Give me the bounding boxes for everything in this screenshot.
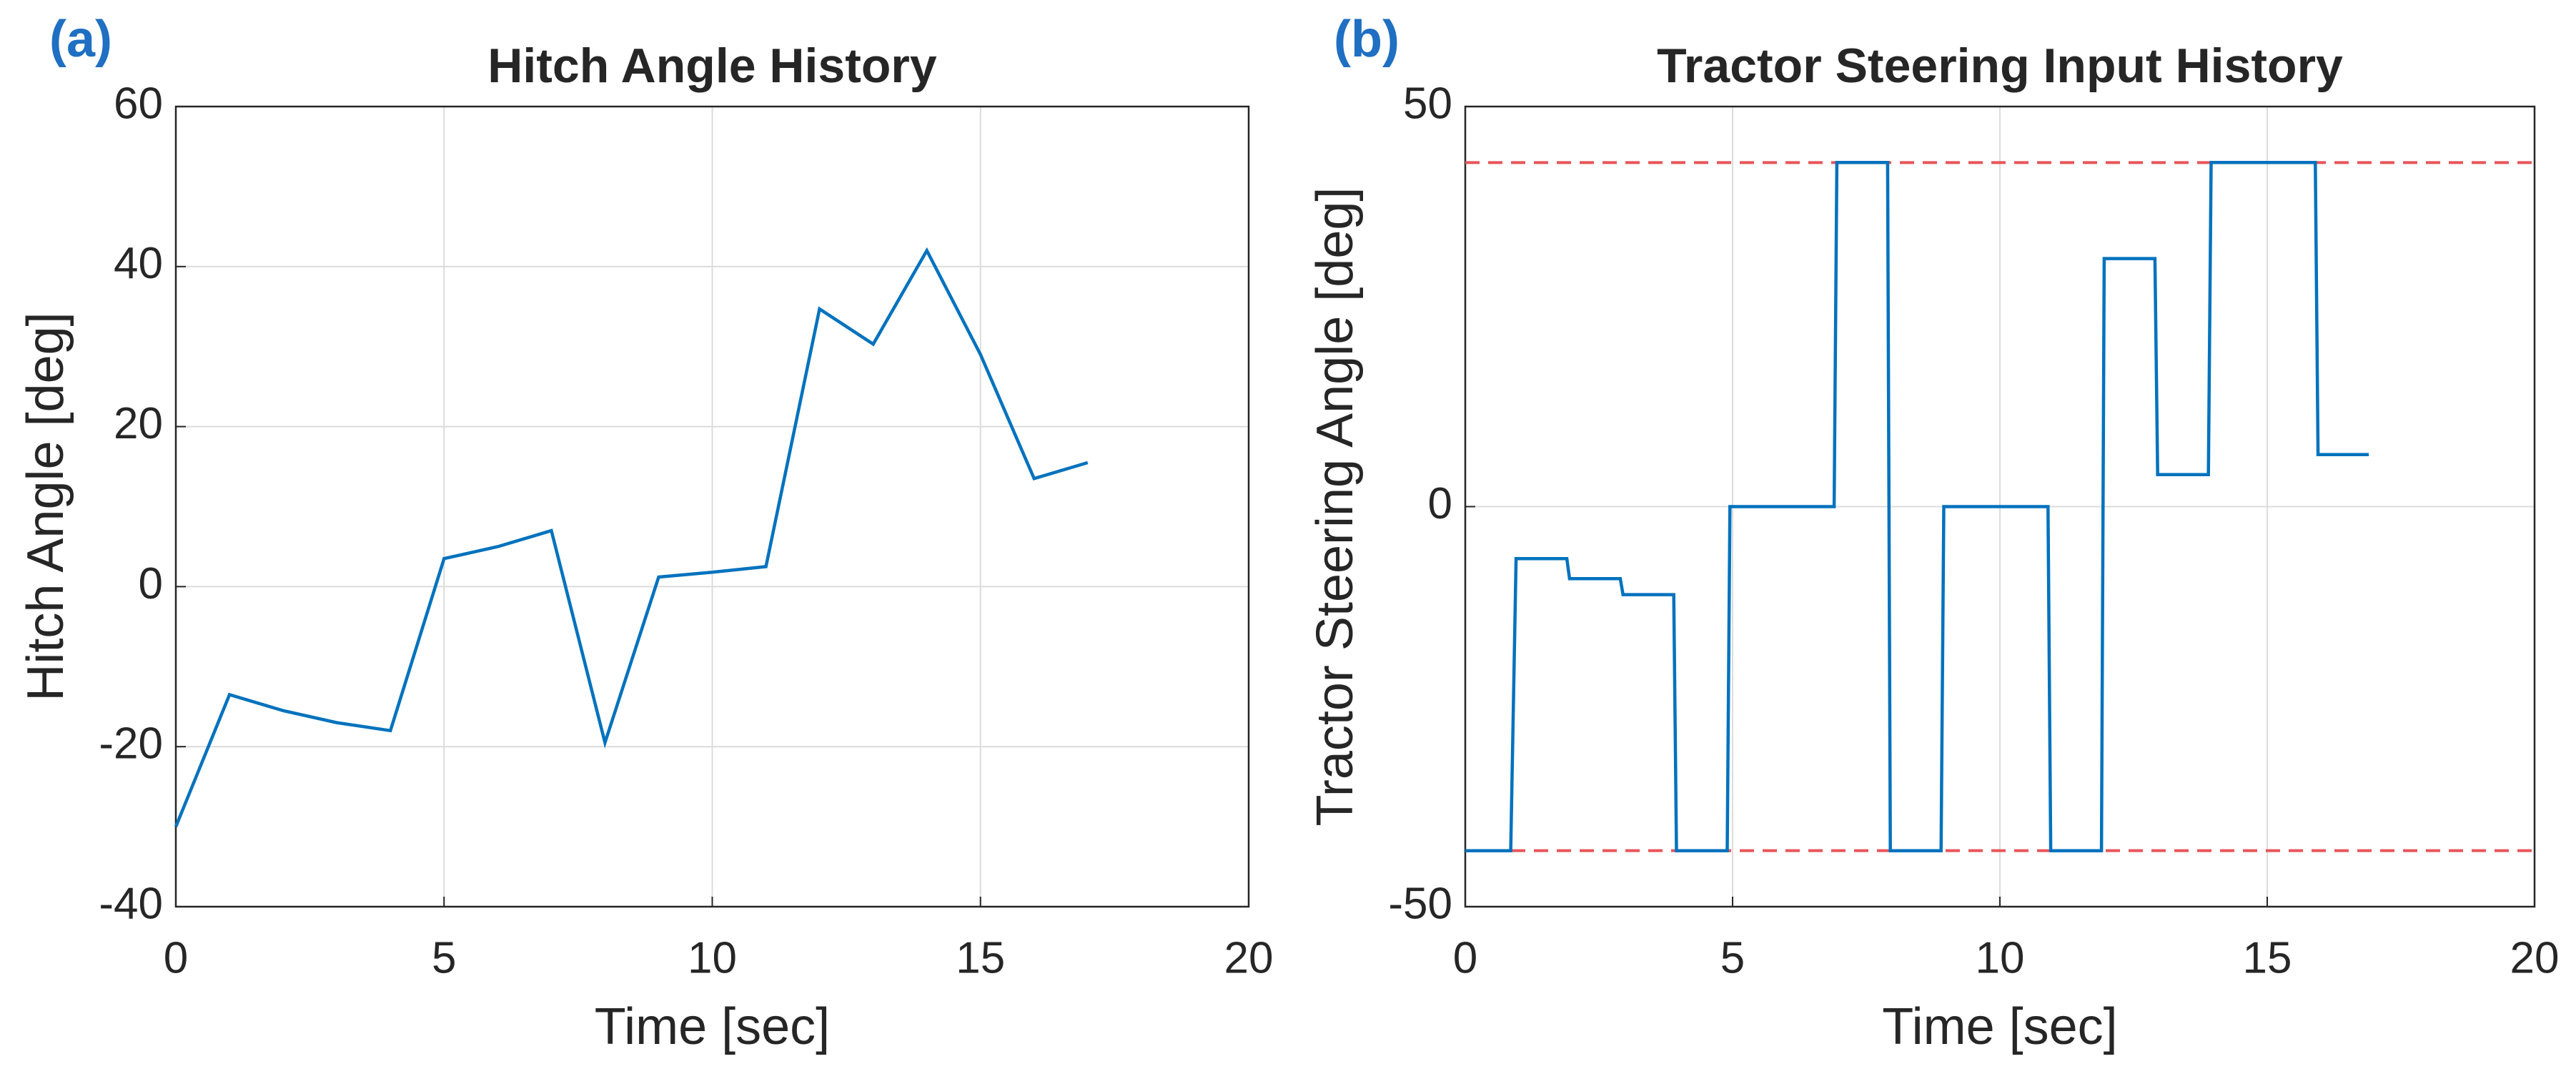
panel-label: (b) xyxy=(1334,11,1400,68)
x-tick-label: 20 xyxy=(1224,933,1274,982)
y-tick-label: 20 xyxy=(114,399,163,448)
x-axis-label: Time [sec] xyxy=(1882,998,2117,1055)
x-axis-label: Time [sec] xyxy=(595,998,830,1055)
x-tick-label: 0 xyxy=(164,933,188,982)
y-tick-label: 50 xyxy=(1403,79,1452,128)
y-tick-label: -50 xyxy=(1388,879,1452,928)
y-tick-label: 0 xyxy=(139,559,163,609)
x-tick-label: 15 xyxy=(2243,933,2292,982)
y-tick-label: -20 xyxy=(99,719,163,769)
y-tick-label: -40 xyxy=(99,879,163,928)
y-tick-label: 0 xyxy=(1428,479,1452,528)
x-tick-label: 20 xyxy=(2510,933,2560,982)
y-axis-label: Hitch Angle [deg] xyxy=(17,312,74,701)
x-tick-label: 15 xyxy=(956,933,1005,982)
x-tick-label: 5 xyxy=(432,933,456,982)
x-tick-label: 0 xyxy=(1453,933,1477,982)
y-axis-label: Tractor Steering Angle [deg] xyxy=(1307,187,1364,827)
data-line xyxy=(1465,161,2369,852)
panel-label: (a) xyxy=(49,11,112,68)
axes-box xyxy=(174,105,1250,908)
axes-box xyxy=(1464,105,2536,908)
y-tick-label: 40 xyxy=(114,239,163,288)
chart-title: Tractor Steering Input History xyxy=(1657,39,2343,93)
chart-title: Hitch Angle History xyxy=(487,39,937,93)
data-line xyxy=(174,247,1089,827)
x-tick-label: 10 xyxy=(688,933,737,982)
x-tick-label: 5 xyxy=(1720,933,1745,982)
y-tick-label: 60 xyxy=(114,79,163,128)
x-tick-label: 10 xyxy=(1976,933,2025,982)
